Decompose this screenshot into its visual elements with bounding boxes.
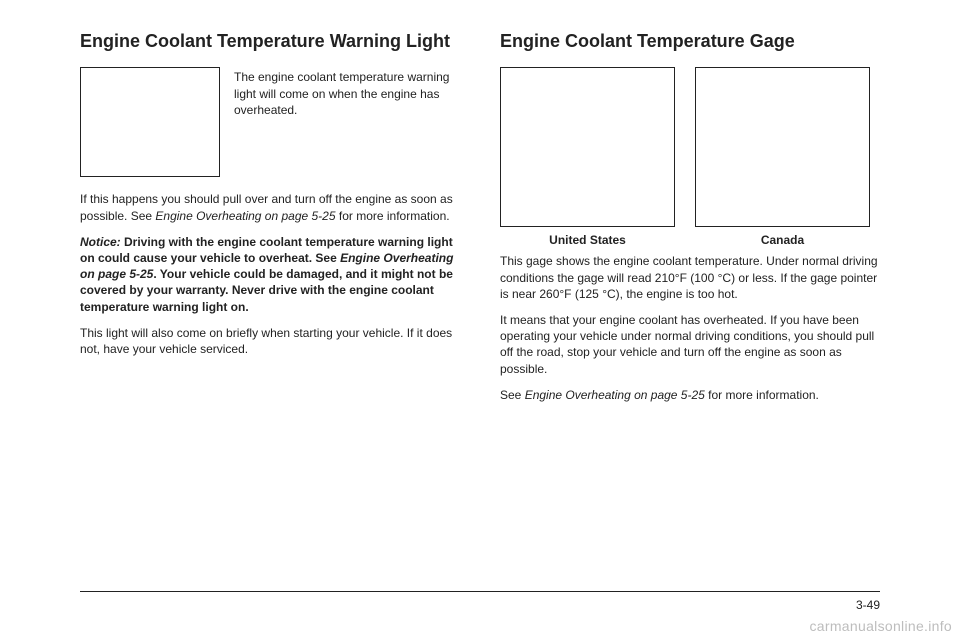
left-paragraph-3: This light will also come on briefly whe… xyxy=(80,325,460,357)
canada-gage-figure-wrap: Canada xyxy=(695,67,870,247)
right-paragraph-1: This gage shows the engine coolant tempe… xyxy=(500,253,880,302)
page-content: Engine Coolant Temperature Warning Light… xyxy=(80,30,880,570)
left-paragraph-1: If this happens you should pull over and… xyxy=(80,191,460,223)
page-number: 3-49 xyxy=(856,598,880,612)
notice-label: Notice: xyxy=(80,235,121,249)
warning-light-figure-placeholder xyxy=(80,67,220,177)
engine-overheating-ref: Engine Overheating on page 5-25 xyxy=(155,209,335,223)
warning-light-figure-row: The engine coolant temperature warning l… xyxy=(80,67,460,177)
text-run: for more information. xyxy=(705,388,819,402)
gage-figures-row: United States Canada xyxy=(500,67,880,247)
us-gage-figure-wrap: United States xyxy=(500,67,675,247)
left-heading: Engine Coolant Temperature Warning Light xyxy=(80,30,460,53)
canada-gage-label: Canada xyxy=(695,233,870,247)
warning-light-caption: The engine coolant temperature warning l… xyxy=(234,67,460,118)
canada-gage-figure-placeholder xyxy=(695,67,870,227)
watermark: carmanualsonline.info xyxy=(810,618,953,634)
page-footer-rule xyxy=(80,591,880,592)
right-column: Engine Coolant Temperature Gage United S… xyxy=(500,30,880,570)
left-column: Engine Coolant Temperature Warning Light… xyxy=(80,30,460,570)
right-paragraph-2: It means that your engine coolant has ov… xyxy=(500,312,880,377)
text-run: See xyxy=(500,388,525,402)
right-heading: Engine Coolant Temperature Gage xyxy=(500,30,880,53)
us-gage-label: United States xyxy=(500,233,675,247)
engine-overheating-ref: Engine Overheating on page 5-25 xyxy=(525,388,705,402)
us-gage-figure-placeholder xyxy=(500,67,675,227)
text-run: for more information. xyxy=(336,209,450,223)
right-paragraph-3: See Engine Overheating on page 5-25 for … xyxy=(500,387,880,403)
left-notice-paragraph: Notice: Driving with the engine coolant … xyxy=(80,234,460,315)
